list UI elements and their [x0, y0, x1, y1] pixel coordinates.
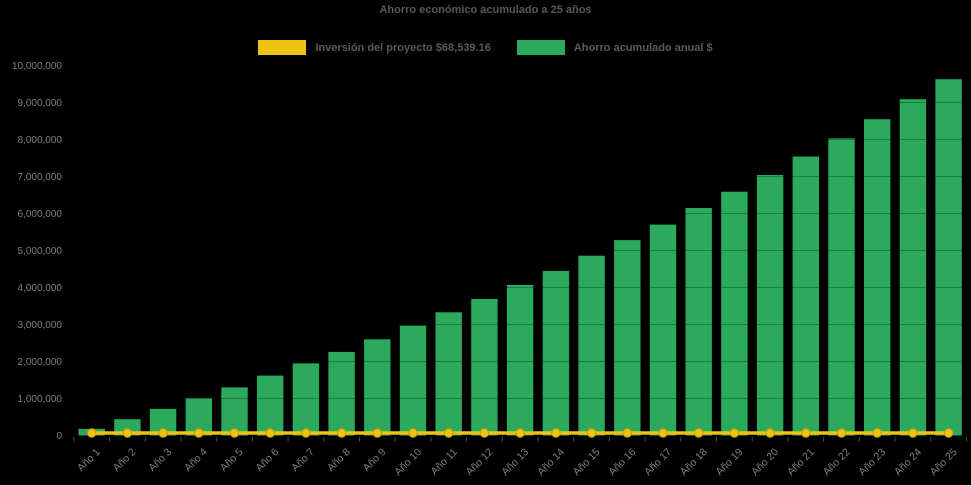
x-axis-tick-label: Año 4 — [182, 446, 210, 474]
x-axis-tick-label: Año 5 — [218, 446, 246, 474]
x-axis-tick-label: Año 2 — [111, 446, 139, 474]
y-axis-tick-label: 3,000,000 — [18, 320, 63, 331]
y-axis-tick-label: 6,000,000 — [18, 209, 63, 220]
investment-marker — [908, 428, 918, 438]
investment-marker — [622, 428, 632, 438]
x-axis-tick-label: Año 23 — [856, 446, 888, 478]
x-axis-tick-label: Año 14 — [535, 446, 567, 478]
investment-marker — [658, 428, 668, 438]
savings-bar — [471, 299, 498, 436]
savings-bar — [864, 119, 891, 436]
x-axis-tick-label: Año 6 — [253, 446, 281, 474]
savings-bar — [828, 138, 855, 436]
investment-marker — [801, 428, 811, 438]
x-axis-tick-label: Año 3 — [146, 446, 174, 474]
y-axis-tick-label: 4,000,000 — [18, 283, 63, 294]
investment-marker — [158, 428, 168, 438]
x-axis-tick-label: Año 11 — [428, 446, 460, 478]
savings-bar — [542, 270, 570, 436]
investment-legend-swatch — [258, 40, 307, 55]
savings-legend-swatch — [516, 40, 565, 55]
investment-marker — [515, 428, 525, 438]
investment-marker — [694, 428, 704, 438]
x-axis-tick-label: Año 13 — [499, 446, 531, 478]
investment-marker — [194, 428, 204, 438]
savings-bar — [649, 224, 677, 436]
x-axis-tick-label: Año 20 — [749, 446, 781, 478]
investment-marker — [586, 428, 597, 438]
savings-bar — [328, 351, 355, 436]
y-axis-tick-label: 0 — [56, 431, 62, 442]
investment-marker — [479, 428, 490, 438]
x-axis-tick-label: Año 17 — [642, 446, 674, 478]
savings-bar — [614, 240, 641, 436]
chart-legend: Inversión del proyecto $68,539.16 Ahorro… — [0, 40, 971, 55]
savings-bar — [292, 363, 320, 436]
x-axis-tick-label: Año 19 — [713, 446, 745, 478]
investment-marker — [122, 428, 133, 438]
investment-marker — [444, 428, 454, 438]
x-axis-tick-label: Año 22 — [821, 446, 853, 478]
savings-bar — [578, 255, 605, 436]
x-axis-tick-label: Año 12 — [464, 446, 496, 478]
savings-bar — [257, 375, 284, 436]
investment-marker — [551, 428, 561, 438]
y-axis-tick-label: 5,000,000 — [18, 246, 63, 257]
savings-bar — [399, 325, 427, 436]
y-axis-tick-label: 10,000,000 — [12, 61, 62, 72]
x-axis-tick-label: Año 1 — [75, 446, 103, 474]
investment-marker — [229, 428, 240, 438]
savings-bar — [756, 175, 784, 436]
savings-bar — [685, 208, 712, 436]
investment-marker — [943, 428, 954, 438]
investment-marker — [765, 428, 775, 438]
x-axis-tick-label: Año 16 — [606, 446, 638, 478]
investment-marker — [408, 428, 418, 438]
y-axis-tick-label: 1,000,000 — [18, 394, 63, 405]
x-axis-tick-label: Año 24 — [892, 446, 924, 478]
investment-marker — [336, 428, 347, 438]
x-axis-tick-label: Año 21 — [785, 446, 817, 478]
savings-bar — [935, 79, 962, 436]
x-axis-tick-label: Año 25 — [928, 446, 960, 478]
y-axis-tick-label: 7,000,000 — [18, 172, 63, 183]
investment-marker — [729, 428, 740, 438]
y-axis-tick-label: 8,000,000 — [18, 135, 63, 146]
savings-bar — [899, 99, 927, 436]
investment-marker — [87, 428, 97, 438]
savings-bar — [364, 339, 391, 436]
x-axis-tick-label: Año 10 — [392, 446, 424, 478]
x-axis-tick-label: Año 9 — [361, 446, 389, 474]
investment-marker — [301, 428, 311, 438]
x-axis-tick-label: Año 8 — [325, 446, 353, 474]
investment-legend-label: Inversión del proyecto $68,539.16 — [315, 41, 491, 54]
x-axis-tick-label: Año 7 — [289, 446, 317, 474]
x-axis-tick-label: Año 15 — [571, 446, 603, 478]
savings-legend-label: Ahorro acumulado anual $ — [573, 41, 713, 54]
legend-item-savings: Ahorro acumulado anual $ — [516, 40, 713, 55]
y-axis-tick-label: 9,000,000 — [18, 98, 63, 109]
legend-item-investment: Inversión del proyecto $68,539.16 — [258, 40, 491, 55]
y-axis-tick-label: 2,000,000 — [18, 357, 63, 368]
savings-bar — [221, 387, 248, 436]
investment-marker — [372, 428, 382, 438]
savings-bar — [721, 191, 748, 436]
savings-bar — [792, 156, 819, 436]
savings-bar — [506, 284, 534, 436]
chart-title: Ahorro económico acumulado a 25 años — [379, 4, 592, 16]
investment-marker — [836, 428, 847, 438]
x-axis-tick-label: Año 18 — [678, 446, 710, 478]
investment-marker — [265, 428, 275, 438]
investment-marker — [872, 428, 882, 438]
savings-bar — [435, 312, 462, 436]
